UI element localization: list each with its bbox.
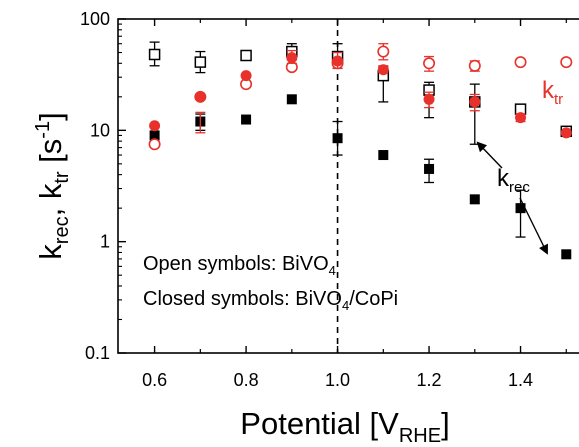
data-point — [560, 127, 572, 139]
y-tick-labels: 0.1 1 10 100 — [80, 9, 110, 363]
y-tick-label: 0.1 — [85, 343, 110, 363]
data-point — [514, 56, 527, 69]
data-point — [149, 130, 160, 141]
plot-frame — [117, 18, 579, 354]
series-filled-circle — [149, 49, 572, 139]
legend-open-symbols: Open symbols: BiVO4 — [143, 253, 336, 278]
data-point — [148, 138, 161, 151]
krec-sub: rec — [509, 179, 530, 196]
data-point — [286, 94, 297, 105]
data-point — [194, 91, 206, 103]
legend-open-sub: 4 — [329, 263, 336, 278]
data-point — [240, 49, 252, 62]
ktr-annotation: ktr — [542, 77, 563, 108]
data-point — [194, 56, 207, 68]
data-point — [515, 112, 527, 124]
legend-closed-tail: /CoPi — [349, 288, 398, 310]
y-label-k2: k — [33, 183, 68, 199]
x-label-sub: RHE — [399, 425, 441, 447]
data-point — [377, 64, 389, 76]
data-point — [240, 70, 252, 82]
krec-main: k — [497, 165, 510, 192]
ktr-sub: tr — [554, 91, 563, 108]
y-axis-label: krec, ktr [s-1] — [32, 112, 73, 259]
x-tick-label: 0.6 — [142, 370, 167, 390]
x-tick-labels: 0.6 0.8 1.0 1.2 1.4 — [142, 370, 533, 390]
y-tick-label: 100 — [80, 9, 110, 29]
x-tick-label: 1.2 — [417, 370, 442, 390]
krec-arrow-lower — [519, 197, 548, 255]
data-point — [560, 56, 573, 69]
data-point — [148, 48, 161, 61]
series-open-circle — [148, 43, 573, 151]
y-label-sep: , — [33, 199, 68, 216]
data-point — [378, 150, 389, 161]
x-tick-label: 0.8 — [234, 370, 259, 390]
y-tick-label: 10 — [90, 120, 110, 140]
y-label-k1-sub: rec — [51, 216, 73, 244]
data-point — [469, 194, 480, 205]
legend-closed-symbols: Closed symbols: BiVO4/CoPi — [143, 288, 398, 313]
legend-closed-main: Closed symbols: BiVO — [143, 288, 342, 310]
data-point — [561, 249, 572, 260]
series-open-square — [148, 41, 573, 145]
ktr-main: k — [542, 77, 555, 104]
data-point — [332, 55, 344, 67]
data-point — [423, 93, 435, 105]
data-point — [469, 96, 481, 108]
x-axis-label: Potential [VRHE] — [240, 406, 449, 447]
krec-annotation: krec — [497, 165, 530, 196]
y-label-unit: [s — [33, 139, 68, 172]
data-point — [149, 120, 161, 132]
legend-closed-sub: 4 — [342, 298, 349, 313]
data-point — [377, 45, 390, 58]
data-point — [515, 203, 526, 214]
x-label-main: Potential [V — [240, 406, 399, 441]
data-point — [424, 163, 435, 174]
data-point — [332, 133, 343, 144]
x-tick-label: 1.0 — [325, 370, 350, 390]
data-point — [241, 114, 252, 125]
y-label-k1: k — [33, 244, 68, 260]
data-point — [468, 59, 481, 72]
data-point — [423, 57, 436, 70]
x-label-tail: ] — [441, 406, 450, 441]
y-label-tail: ] — [33, 112, 68, 121]
y-tick-label: 1 — [100, 232, 110, 252]
legend-open-main: Open symbols: BiVO — [143, 253, 329, 275]
y-label-k2-sub: tr — [51, 171, 73, 184]
data-point — [286, 52, 298, 64]
krec-arrow-upper — [476, 141, 503, 169]
x-tick-label: 1.4 — [508, 370, 533, 390]
plot-layer — [148, 19, 573, 353]
y-label-exp: -1 — [32, 121, 54, 139]
